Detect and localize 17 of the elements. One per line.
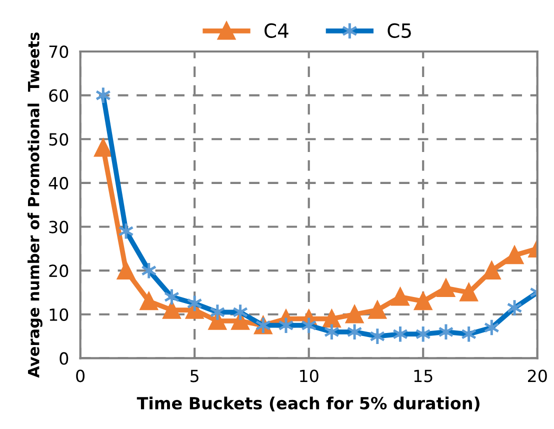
legend-label: C5 [388,23,411,38]
x-axis-title: Time Buckets (each for 5% duration) [136,396,480,412]
legend-label: C4 [264,23,288,38]
y-tick-label: 20 [49,264,68,278]
y-tick-label: 60 [49,89,68,102]
x-tick-label: 10 [300,370,318,382]
y-tick-label: 30 [49,220,68,234]
x-tick-label: 5 [190,370,198,382]
y-tick-label: 10 [50,308,68,321]
y-tick-label: 0 [60,352,68,365]
x-tick-label: 0 [76,370,85,382]
y-axis-title: Average number of Promotional Tweets [28,32,42,378]
y-tick-label: 70 [49,45,68,58]
x-tick-label: 20 [528,370,547,382]
y-tick-label: 40 [48,176,68,190]
x-tick-label: 15 [414,370,432,382]
y-tick-label: 50 [49,133,68,146]
